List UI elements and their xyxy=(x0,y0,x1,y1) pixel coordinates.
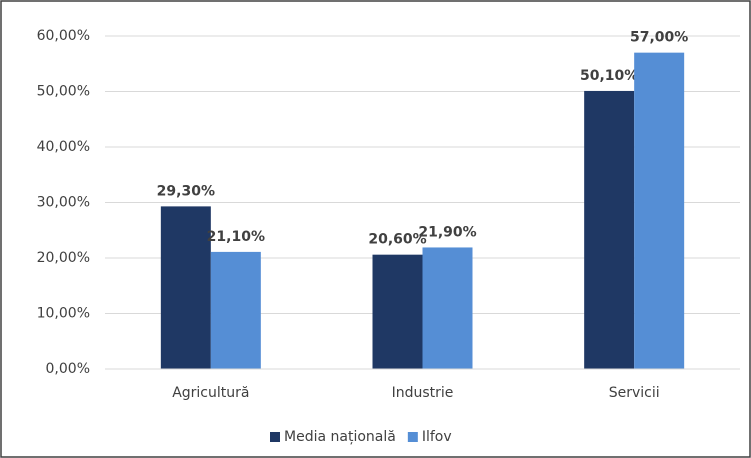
value-label: 20,60% xyxy=(368,232,426,248)
y-tick-label: 10,00% xyxy=(37,306,90,322)
x-tick-label: Servicii xyxy=(609,385,660,401)
x-tick-label: Agricultură xyxy=(172,385,249,401)
value-label: 29,30% xyxy=(157,183,215,199)
x-tick-label: Industrie xyxy=(392,385,454,401)
y-tick-label: 0,00% xyxy=(46,361,90,377)
legend-label: Ilfov xyxy=(422,429,452,445)
y-tick-label: 30,00% xyxy=(37,195,90,211)
legend-swatch xyxy=(270,432,280,442)
value-label: 57,00% xyxy=(630,30,688,46)
y-tick-label: 60,00% xyxy=(37,28,90,44)
bar xyxy=(422,247,473,369)
bar xyxy=(634,52,685,370)
legend-label: Media națională xyxy=(284,429,396,445)
y-tick-label: 20,00% xyxy=(37,250,90,266)
bar xyxy=(372,254,423,369)
value-label: 21,90% xyxy=(418,224,476,240)
bar xyxy=(584,90,635,369)
value-label: 21,10% xyxy=(207,229,265,245)
value-label: 50,10% xyxy=(580,68,638,84)
bar xyxy=(160,206,211,369)
legend-swatch xyxy=(407,432,418,442)
y-tick-label: 40,00% xyxy=(37,139,90,155)
bar xyxy=(210,251,261,369)
y-tick-label: 50,00% xyxy=(37,84,90,100)
